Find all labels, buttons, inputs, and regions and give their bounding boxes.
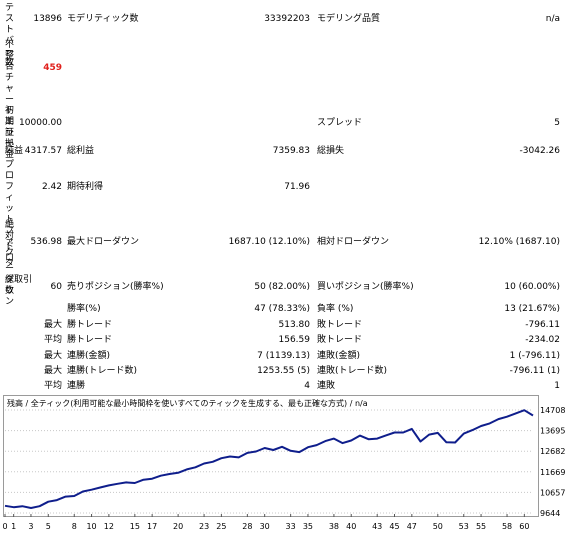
gross-loss-label: 総損失 (317, 146, 345, 156)
x-tick-label: 25 (216, 522, 226, 531)
gross-profit-label: 総利益 (67, 146, 95, 156)
chart-title: 残高 / 全ティック(利用可能な最小時間枠を使いすべてのティックを生成する、最も… (7, 399, 368, 408)
x-tick-label: 53 (459, 522, 469, 531)
x-tick-label: 40 (346, 522, 356, 531)
modeling-ticks-value: 33392203 (264, 14, 310, 24)
x-tick-label: 50 (433, 522, 443, 531)
abs-drawdown-value: 536.98 (30, 237, 63, 247)
x-tick-label: 20 (173, 522, 183, 531)
abs-drawdown-label: 絶対ドローダウン (5, 220, 15, 307)
avg-consec-wins-label: 連勝 (67, 381, 86, 391)
max-label-2: 最大 (43, 351, 62, 361)
balance-chart: 残高 / 全ティック(利用可能な最小時間枠を使いすべてのティックを生成する、最も… (3, 395, 539, 517)
max-label-1: 最大 (43, 320, 62, 330)
net-profit-label: 純益 (5, 146, 24, 156)
test-bars-value: 13896 (33, 14, 62, 24)
avg-label-2: 平均 (43, 381, 62, 391)
x-tick-label: 1 (11, 522, 16, 531)
profit-factor-value: 2.42 (41, 182, 62, 192)
x-tick-label: 0 (2, 522, 7, 531)
y-tick-label: 9644 (540, 509, 560, 518)
x-tick-label: 35 (303, 522, 313, 531)
avg-consec-losses-label: 連敗 (317, 381, 336, 391)
win-rate-label: 勝率(%) (67, 304, 101, 314)
long-positions-label: 買いポジション(勝率%) (317, 282, 414, 292)
x-tick-label: 17 (147, 522, 157, 531)
x-tick-label: 12 (104, 522, 114, 531)
consec-loss-label: 連敗(トレード数) (317, 366, 388, 376)
short-positions-label: 売りポジション(勝率%) (67, 282, 164, 292)
max-label-3: 最大 (43, 366, 62, 376)
gross-profit-value: 7359.83 (272, 146, 310, 156)
avg-win-value: 156.59 (278, 335, 311, 345)
long-positions-value: 10 (60.00%) (504, 282, 560, 292)
x-tick-label: 38 (329, 522, 339, 531)
x-tick-label: 60 (519, 522, 529, 531)
expected-payoff-value: 71.96 (284, 182, 310, 192)
initial-deposit-value: 10000.00 (19, 118, 62, 128)
x-tick-label: 33 (286, 522, 296, 531)
avg-consec-wins-value: 4 (304, 381, 310, 391)
consec-loss-value: -796.11 (1) (509, 366, 560, 376)
x-tick-label: 23 (199, 522, 209, 531)
avg-win-label: 勝トレード (67, 335, 113, 345)
x-tick-label: 3 (28, 522, 33, 531)
y-tick-label: 12682 (540, 447, 565, 456)
rel-drawdown-value: 12.10% (1687.10) (478, 237, 560, 247)
y-tick-label: 14708 (540, 406, 565, 415)
spread-label: スプレッド (317, 118, 363, 128)
initial-deposit-label: 初期証拠金 (5, 106, 15, 160)
spread-value: 5 (554, 118, 560, 128)
gross-loss-value: -3042.26 (519, 146, 560, 156)
x-tick-label: 10 (86, 522, 96, 531)
x-tick-label: 47 (407, 522, 417, 531)
y-tick-label: 10657 (540, 488, 565, 497)
x-tick-label: 55 (476, 522, 486, 531)
x-tick-label: 45 (389, 522, 399, 531)
consec-wins-amt-value: 7 (1139.13) (257, 351, 310, 361)
x-tick-label: 43 (372, 522, 382, 531)
rel-drawdown-label: 相対ドローダウン (317, 237, 390, 247)
mismatch-errors-label: 不整合チャートエラー (5, 40, 15, 149)
max-drawdown-label: 最大ドローダウン (67, 237, 140, 247)
mismatch-errors-value: 459 (43, 63, 62, 73)
total-trades-label: 総取引数 (5, 275, 33, 296)
x-tick-label: 58 (502, 522, 512, 531)
expected-payoff-label: 期待利得 (67, 182, 104, 192)
largest-win-label: 勝トレード (67, 320, 113, 330)
win-rate-value: 47 (78.33%) (254, 304, 310, 314)
avg-consec-losses-value: 1 (554, 381, 560, 391)
short-positions-value: 50 (82.00%) (254, 282, 310, 292)
consec-profit-label: 連勝(トレード数) (67, 366, 138, 376)
test-bars-label: テストバー数 (5, 3, 15, 68)
largest-loss-value: -796.11 (525, 320, 560, 330)
profit-factor-label: プロフィットファクタ (5, 160, 15, 269)
x-tick-label: 15 (130, 522, 140, 531)
consec-losses-amt-label: 連敗(金額) (317, 351, 361, 361)
consec-losses-amt-value: 1 (-796.11) (509, 351, 560, 361)
y-tick-label: 13695 (540, 427, 565, 436)
largest-win-value: 513.80 (278, 320, 311, 330)
avg-label-1: 平均 (43, 335, 62, 345)
x-tick-label: 8 (72, 522, 77, 531)
modeling-ticks-label: モデリティック数 (67, 14, 139, 24)
loss-rate-label: 負率 (%) (317, 304, 354, 314)
x-tick-label: 30 (260, 522, 270, 531)
y-tick-label: 11669 (540, 468, 565, 477)
modeling-quality-value: n/a (545, 14, 560, 24)
largest-loss-label: 敗トレード (317, 320, 363, 330)
consec-profit-value: 1253.55 (5) (257, 366, 310, 376)
total-trades-value: 60 (50, 282, 62, 292)
modeling-quality-label: モデリング品質 (317, 14, 381, 24)
x-tick-label: 28 (242, 522, 252, 531)
avg-loss-label: 敗トレード (317, 335, 363, 345)
net-profit-value: 4317.57 (24, 146, 62, 156)
avg-loss-value: -234.02 (525, 335, 560, 345)
consec-wins-amt-label: 連勝(金額) (67, 351, 111, 361)
max-drawdown-value: 1687.10 (12.10%) (228, 237, 310, 247)
loss-rate-value: 13 (21.67%) (504, 304, 560, 314)
x-tick-label: 5 (46, 522, 51, 531)
